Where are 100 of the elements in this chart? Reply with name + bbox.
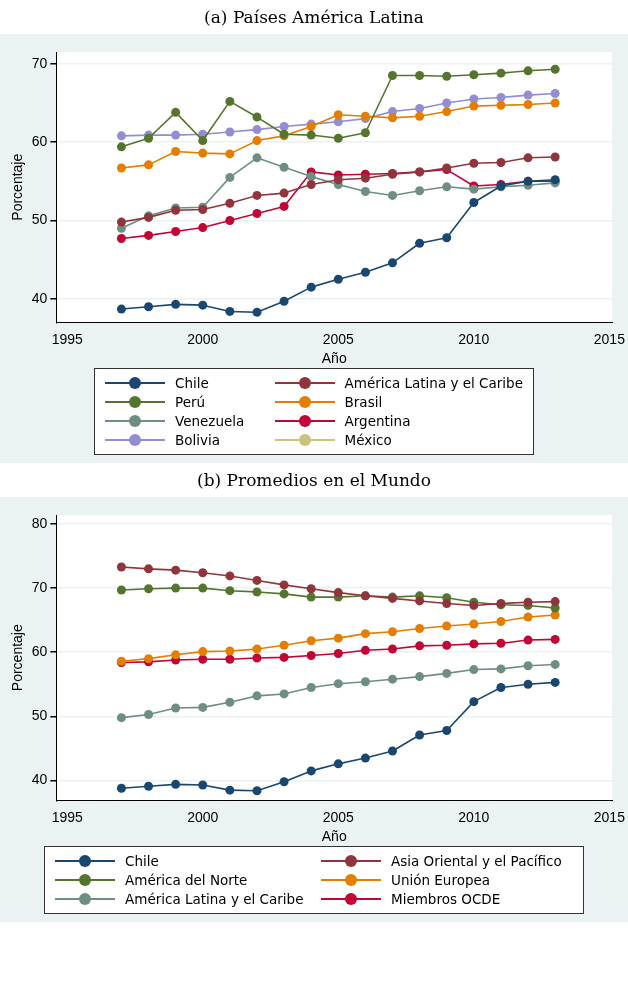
y-tick-label: 50 bbox=[31, 707, 48, 724]
point bbox=[496, 664, 506, 674]
point bbox=[116, 131, 126, 141]
point bbox=[550, 64, 560, 74]
point bbox=[279, 162, 289, 172]
point bbox=[116, 142, 126, 152]
point bbox=[415, 186, 425, 196]
point bbox=[306, 683, 316, 693]
point bbox=[442, 640, 452, 650]
point bbox=[198, 148, 208, 158]
legend-label: América del Norte bbox=[125, 872, 248, 888]
point bbox=[252, 153, 262, 163]
point bbox=[496, 638, 506, 648]
legend-label: América Latina y el Caribe bbox=[125, 891, 304, 907]
point bbox=[198, 223, 208, 233]
point bbox=[360, 645, 370, 655]
point bbox=[442, 182, 452, 192]
point bbox=[550, 677, 560, 687]
point bbox=[144, 160, 154, 170]
point bbox=[171, 299, 181, 309]
y-tick-label: 40 bbox=[31, 289, 48, 306]
point bbox=[171, 226, 181, 236]
point bbox=[306, 130, 316, 140]
point bbox=[442, 233, 452, 243]
x-tick-label: 2000 bbox=[187, 808, 219, 825]
point bbox=[144, 584, 154, 594]
point bbox=[469, 158, 479, 168]
legend-label: México bbox=[344, 432, 392, 448]
y-tick-label: 80 bbox=[31, 514, 48, 531]
point bbox=[388, 258, 397, 268]
point bbox=[225, 127, 235, 137]
point bbox=[469, 639, 479, 649]
point bbox=[116, 562, 126, 572]
point bbox=[333, 133, 343, 143]
x-tick-label: 2010 bbox=[458, 330, 490, 347]
point bbox=[252, 112, 262, 122]
point bbox=[550, 659, 560, 669]
point bbox=[333, 110, 343, 120]
point bbox=[360, 173, 370, 183]
point bbox=[388, 627, 397, 637]
x-tick-label: 2015 bbox=[593, 808, 626, 825]
point bbox=[415, 730, 425, 740]
legend-label: Chile bbox=[175, 375, 209, 391]
legend-label: Asia Oriental y el Pacífico bbox=[391, 853, 562, 869]
point bbox=[415, 672, 425, 682]
point bbox=[415, 596, 425, 606]
point bbox=[415, 111, 425, 121]
y-axis-title: Porcentaje bbox=[9, 153, 26, 221]
point bbox=[279, 652, 289, 662]
point bbox=[171, 583, 181, 593]
point bbox=[496, 683, 506, 693]
point bbox=[252, 644, 262, 654]
point bbox=[442, 668, 452, 678]
point bbox=[442, 621, 452, 631]
point bbox=[198, 702, 208, 712]
point bbox=[523, 635, 533, 645]
point bbox=[306, 636, 316, 646]
point bbox=[360, 267, 370, 277]
point bbox=[225, 306, 235, 316]
y-tick-label: 60 bbox=[31, 132, 48, 149]
point bbox=[469, 697, 479, 707]
point bbox=[523, 612, 533, 622]
point bbox=[306, 584, 316, 594]
legend-label: Perú bbox=[175, 394, 206, 410]
x-axis-title: Año bbox=[321, 350, 347, 367]
point bbox=[550, 152, 560, 162]
point bbox=[333, 679, 343, 689]
point bbox=[496, 616, 506, 626]
point bbox=[225, 96, 235, 106]
point bbox=[388, 190, 397, 200]
point bbox=[442, 71, 452, 81]
point bbox=[116, 713, 126, 723]
point bbox=[550, 597, 560, 607]
point bbox=[225, 149, 235, 159]
point bbox=[333, 649, 343, 659]
point bbox=[252, 136, 262, 146]
point bbox=[171, 147, 181, 157]
point bbox=[442, 107, 452, 117]
legend-label: Venezuela bbox=[175, 413, 245, 429]
point bbox=[550, 98, 560, 108]
point bbox=[198, 136, 208, 146]
point bbox=[523, 100, 533, 110]
point bbox=[415, 641, 425, 651]
point bbox=[279, 689, 289, 699]
point bbox=[388, 644, 397, 654]
point bbox=[279, 188, 289, 198]
point bbox=[360, 629, 370, 639]
point bbox=[523, 661, 533, 671]
point bbox=[252, 786, 262, 796]
point bbox=[442, 599, 452, 609]
point bbox=[252, 208, 262, 218]
point bbox=[198, 300, 208, 310]
point bbox=[469, 70, 479, 80]
point bbox=[415, 238, 425, 248]
point bbox=[469, 197, 479, 207]
point bbox=[116, 783, 126, 793]
point bbox=[279, 296, 289, 306]
point bbox=[198, 583, 208, 593]
point bbox=[144, 564, 154, 574]
x-tick-label: 2005 bbox=[322, 808, 355, 825]
